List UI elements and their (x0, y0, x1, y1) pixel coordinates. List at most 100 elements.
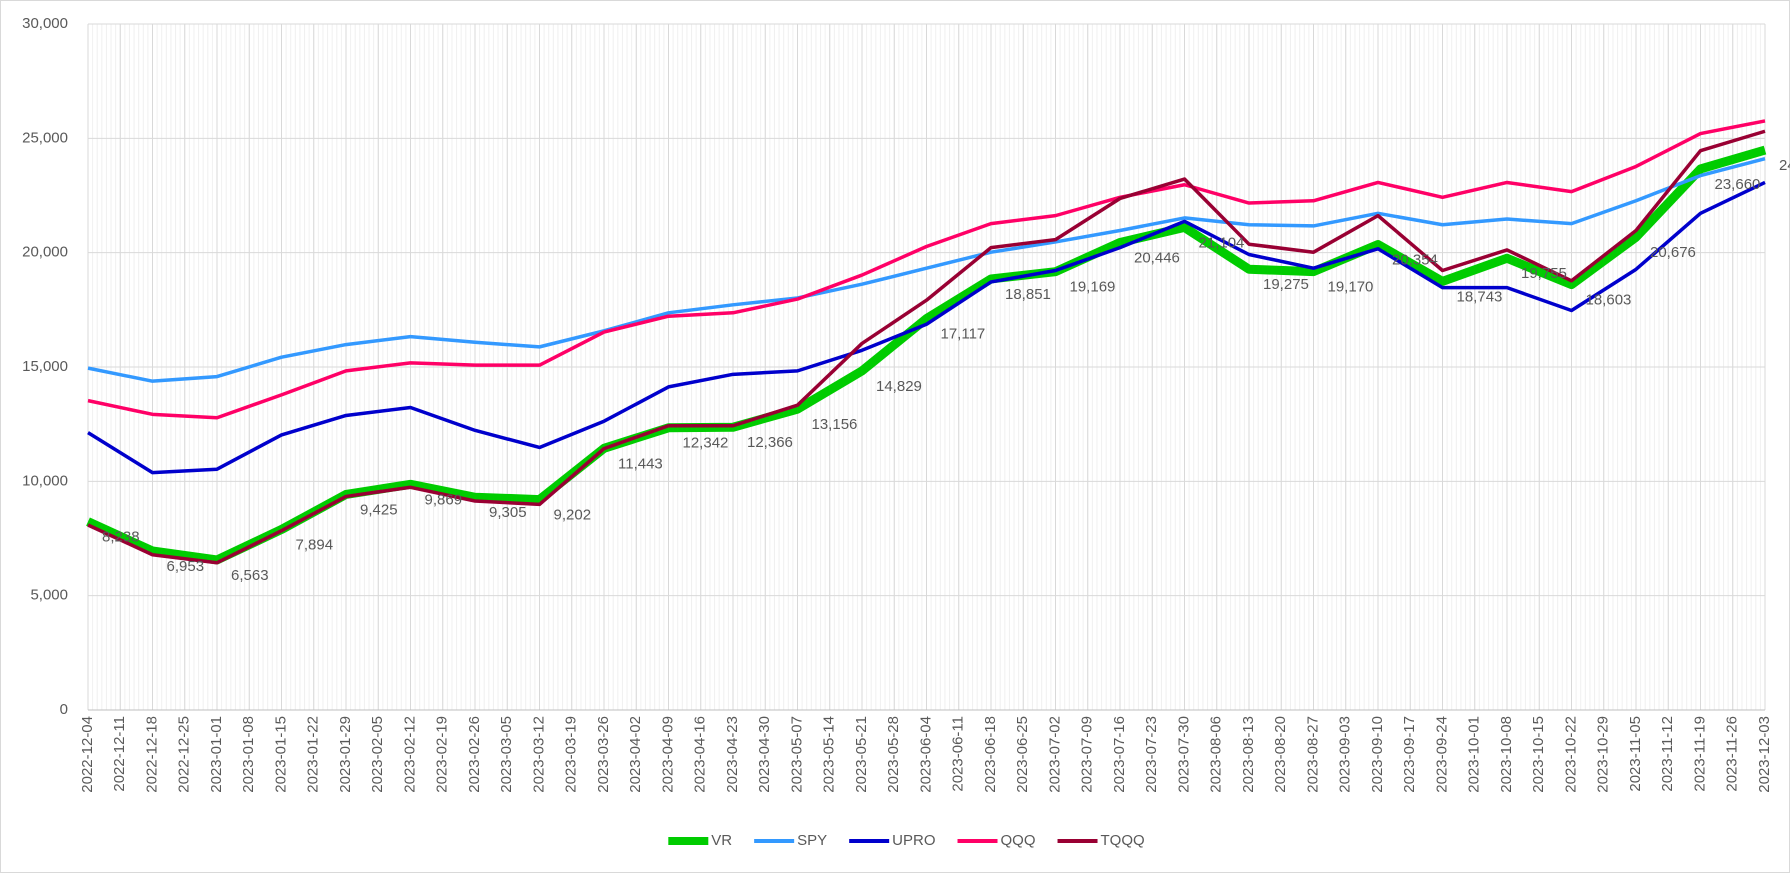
x-tick-label: 2022-12-18 (143, 716, 160, 793)
x-tick-label: 2023-10-22 (1562, 716, 1579, 793)
y-tick-label: 10,000 (22, 472, 68, 489)
x-tick-label: 2022-12-04 (79, 716, 96, 793)
x-tick-label: 2023-06-11 (950, 716, 967, 792)
x-tick-label: 2023-10-01 (1466, 716, 1483, 793)
x-tick-label: 2023-04-30 (756, 716, 773, 793)
x-tick-label: 2023-09-10 (1369, 716, 1386, 793)
x-tick-label: 2023-04-23 (724, 716, 741, 793)
x-tick-label: 2023-08-27 (1304, 716, 1321, 793)
data-label: 20,446 (1134, 249, 1180, 266)
data-label: 12,366 (747, 434, 793, 451)
x-tick-label: 2023-10-15 (1530, 716, 1547, 793)
x-tick-label: 2023-03-05 (498, 716, 515, 793)
y-tick-label: 15,000 (22, 358, 68, 375)
legend-label: UPRO (892, 832, 935, 849)
x-tick-label: 2023-05-21 (853, 716, 870, 793)
y-tick-label: 25,000 (22, 129, 68, 146)
x-tick-label: 2023-08-20 (1272, 716, 1289, 793)
y-tick-label: 20,000 (22, 244, 68, 261)
x-tick-label: 2023-08-06 (1208, 716, 1225, 793)
x-tick-label: 2023-05-14 (821, 716, 838, 793)
data-label: 17,117 (941, 326, 986, 343)
y-tick-label: 0 (60, 701, 68, 718)
x-tick-label: 2023-07-16 (1111, 716, 1128, 793)
x-tick-label: 2022-12-25 (176, 716, 193, 793)
x-tick-label: 2023-02-12 (401, 716, 418, 793)
data-label: 23,660 (1715, 176, 1761, 193)
legend-label: QQQ (1001, 832, 1036, 849)
x-tick-label: 2023-07-23 (1143, 716, 1160, 793)
x-tick-label: 2023-10-29 (1595, 716, 1612, 793)
data-label: 9,869 (425, 491, 463, 508)
x-tick-label: 2023-02-19 (434, 716, 451, 793)
data-label: 8,238 (102, 529, 140, 546)
data-label: 14,829 (876, 378, 922, 395)
legend-label: SPY (797, 832, 827, 849)
x-tick-label: 2023-05-07 (788, 716, 805, 793)
data-label: 18,743 (1457, 288, 1503, 305)
data-label: 9,202 (554, 507, 592, 524)
data-label: 20,354 (1392, 252, 1438, 269)
x-tick-label: 2023-04-02 (627, 716, 644, 793)
data-label: 21,104 (1199, 234, 1245, 251)
series-line (86, 145, 1767, 565)
x-tick-label: 2023-05-28 (885, 716, 902, 793)
data-label: 6,563 (231, 567, 269, 584)
data-label: 6,953 (167, 558, 205, 575)
data-label: 7,894 (296, 536, 334, 553)
data-label: 9,425 (360, 501, 398, 518)
legend: VR SPY UPRO QQQ TQQQ (668, 832, 1145, 849)
legend-label: VR (711, 832, 732, 849)
data-label: 13,156 (812, 416, 858, 433)
x-tick-label: 2023-01-15 (272, 716, 289, 793)
x-tick-label: 2023-11-26 (1724, 716, 1741, 792)
data-label: 20,676 (1650, 244, 1696, 261)
data-label: 24,489 (1779, 157, 1790, 174)
x-tick-label: 2023-02-05 (369, 716, 386, 793)
data-label: 19,169 (1070, 279, 1116, 296)
x-tick-label: 2023-07-30 (1175, 716, 1192, 793)
data-label: 18,603 (1586, 292, 1632, 309)
series-line (87, 119, 1766, 420)
data-label: 19,170 (1328, 279, 1374, 296)
x-tick-label: 2023-11-12 (1659, 716, 1676, 792)
x-tick-label: 2023-07-09 (1079, 716, 1096, 793)
data-label: 11,443 (618, 455, 663, 472)
x-tick-label: 2023-06-04 (917, 716, 934, 793)
x-tick-label: 2023-06-25 (1014, 716, 1031, 793)
x-tick-label: 2022-12-11 (111, 716, 128, 792)
x-tick-label: 2023-07-02 (1046, 716, 1063, 793)
x-tick-label: 2023-02-26 (466, 716, 483, 793)
legend-label: TQQQ (1101, 832, 1145, 849)
x-tick-label: 2023-09-03 (1337, 716, 1354, 793)
series-line (87, 180, 1766, 475)
series-line (87, 156, 1766, 383)
x-tick-label: 2023-10-08 (1498, 716, 1515, 793)
x-tick-label: 2023-09-24 (1433, 716, 1450, 793)
x-tick-label: 2023-11-19 (1691, 716, 1708, 792)
x-tick-label: 2023-04-16 (692, 716, 709, 793)
x-tick-label: 2023-01-01 (208, 716, 225, 793)
x-tick-label: 2023-03-26 (595, 716, 612, 793)
data-label: 18,851 (1005, 286, 1051, 303)
series-line (87, 129, 1766, 565)
y-tick-label: 30,000 (22, 15, 68, 32)
data-label: 12,342 (683, 435, 729, 452)
x-tick-label: 2023-03-19 (563, 716, 580, 793)
data-label: 19,755 (1521, 265, 1567, 282)
x-tick-label: 2023-11-05 (1627, 716, 1644, 792)
data-label: 19,275 (1263, 276, 1309, 293)
x-tick-label: 2023-01-22 (305, 716, 322, 793)
y-tick-label: 5,000 (30, 587, 68, 604)
x-tick-label: 2023-12-03 (1756, 716, 1773, 793)
data-label: 9,305 (489, 504, 527, 521)
x-tick-label: 2023-04-09 (659, 716, 676, 793)
x-tick-label: 2023-01-29 (337, 716, 354, 793)
x-tick-label: 2023-09-17 (1401, 716, 1418, 793)
x-tick-label: 2023-01-08 (240, 716, 257, 793)
x-tick-label: 2023-06-18 (982, 716, 999, 793)
x-tick-label: 2023-03-12 (530, 716, 547, 793)
x-tick-label: 2023-08-13 (1240, 716, 1257, 793)
